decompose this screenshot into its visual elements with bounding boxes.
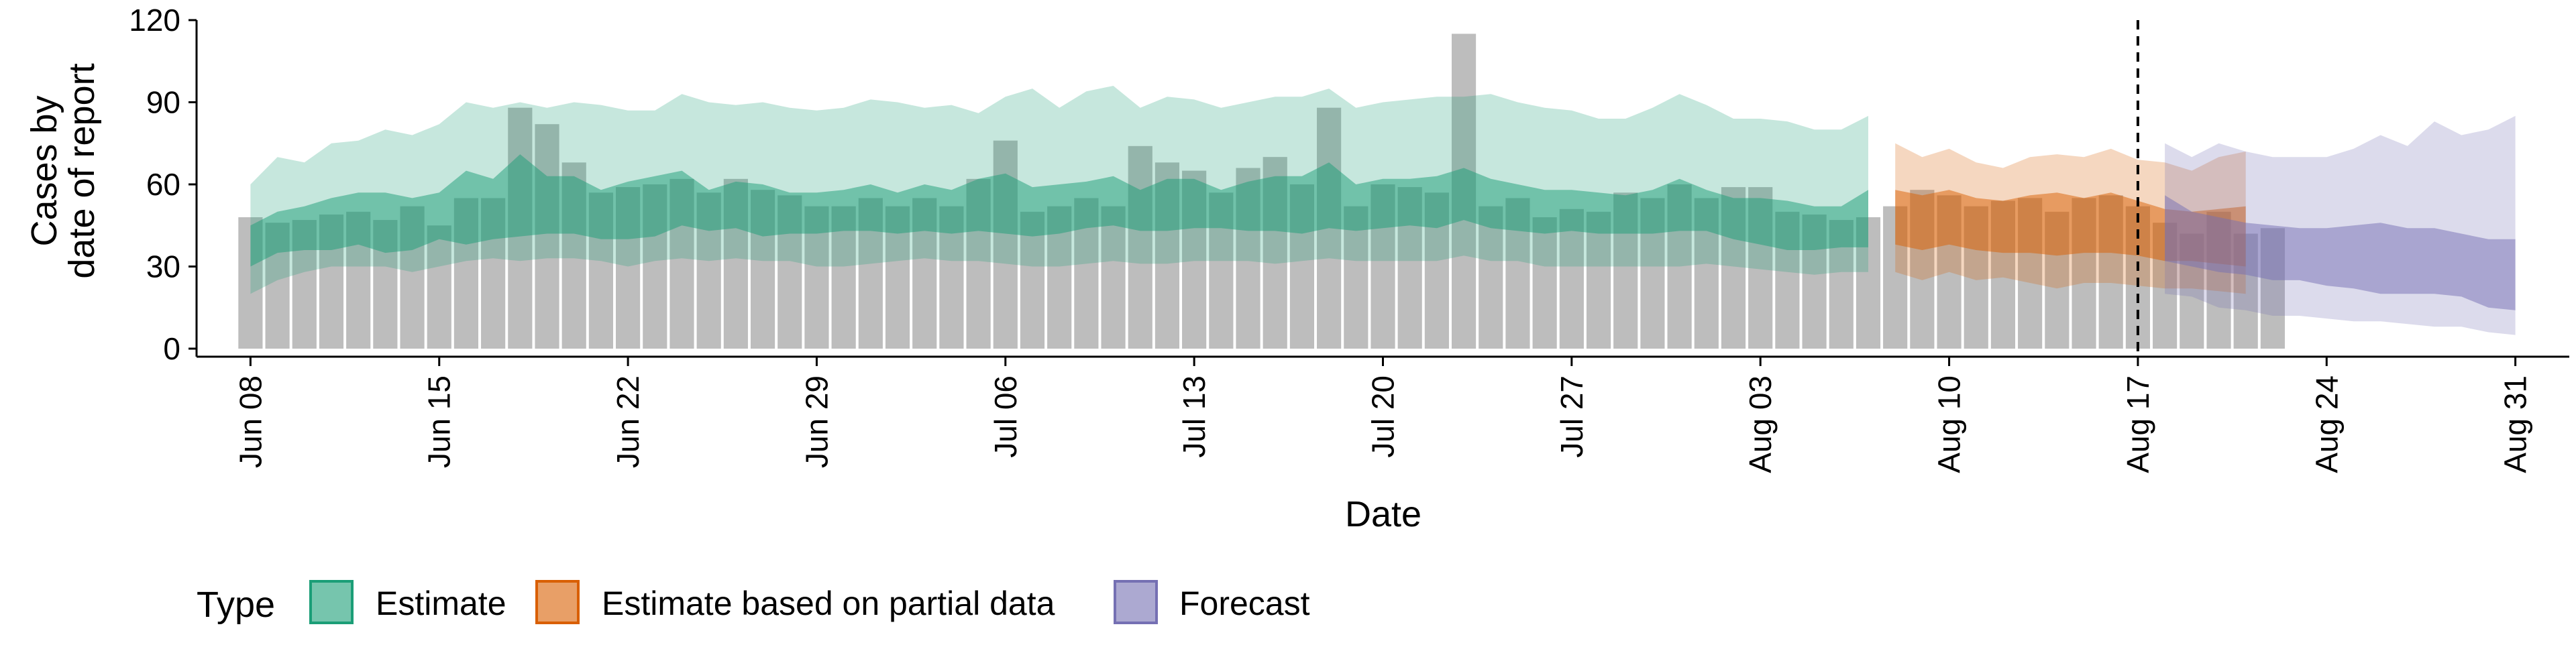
- y-axis-title-line-1: Cases by: [24, 95, 64, 246]
- reported-cases-bar: [1586, 211, 1611, 349]
- legend-label-partial: Estimate based on partial data: [602, 585, 1055, 622]
- estimate-ribbons: [250, 86, 2516, 335]
- legend-key-partial: [535, 580, 580, 624]
- y-axis-title-line-2: date of report: [62, 63, 102, 278]
- x-axis-title: Date: [1345, 494, 1421, 534]
- axes: 0 30 60 90 120 Jun 08 Jun 15 Jun 22 Jun 29 Jul 06…: [129, 3, 2569, 473]
- x-tick-label: Jul 13: [1177, 375, 1212, 458]
- x-tick-label: Aug 10: [1932, 375, 1967, 473]
- estimate-inner-band: [250, 154, 1869, 267]
- x-tick-label: Jun 15: [422, 375, 457, 468]
- x-tick-label: Jun 08: [233, 375, 268, 468]
- x-tick-label: Aug 17: [2121, 375, 2155, 473]
- reported-cases-bar: [535, 124, 559, 349]
- reported-cases-bar: [1101, 206, 1126, 349]
- y-tick-label: 0: [163, 331, 180, 366]
- reported-cases-bar: [427, 225, 451, 349]
- y-tick-label: 30: [146, 249, 180, 284]
- legend-title: Type: [197, 585, 275, 625]
- x-tick-label: Aug 03: [1743, 375, 1778, 473]
- reported-cases-bar: [1479, 206, 1503, 349]
- legend-key-forecast: [1114, 580, 1158, 624]
- x-tick-label: Jul 20: [1366, 375, 1401, 458]
- y-tick-label: 60: [146, 167, 180, 202]
- x-tick-label: Jun 22: [610, 375, 645, 468]
- legend-key-estimate: [309, 580, 354, 624]
- partial-inner-band: [1895, 190, 2246, 267]
- x-tick-label: Aug 24: [2309, 375, 2344, 473]
- legend-label-forecast: Forecast: [1179, 585, 1310, 622]
- legend: Type Estimate Estimate based on partial …: [197, 580, 1310, 625]
- y-tick-label: 120: [129, 3, 180, 38]
- forecast-inner-band: [2165, 195, 2516, 310]
- x-tick-label: Jul 06: [988, 375, 1023, 458]
- reported-cases-bar: [1128, 145, 1152, 349]
- x-tick-label: Jun 29: [799, 375, 834, 468]
- y-tick-label: 90: [146, 85, 180, 120]
- x-tick-label: Aug 31: [2498, 375, 2533, 473]
- x-tick-label: Jul 27: [1554, 375, 1589, 458]
- y-axis-title: Cases by date of report: [24, 63, 102, 278]
- reported-cases-bar: [1532, 217, 1557, 349]
- legend-label-estimate: Estimate: [376, 585, 506, 622]
- reported-cases-bar: [1559, 209, 1584, 349]
